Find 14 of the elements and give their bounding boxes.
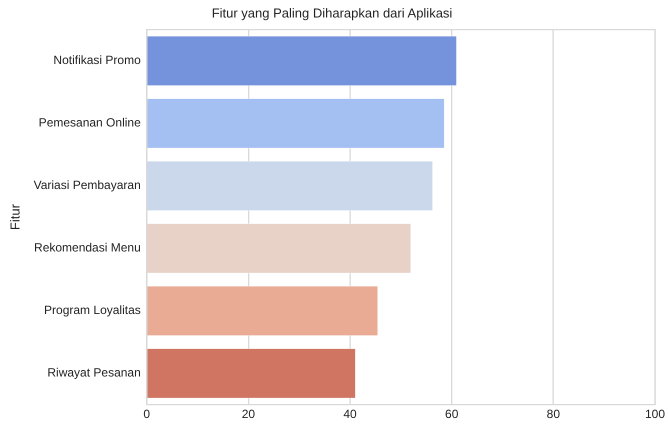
y-tick-label: Program Loyalitas (44, 303, 141, 318)
y-tick-label: Rekomendasi Menu (34, 240, 141, 255)
x-tick-label: 80 (546, 407, 560, 422)
x-tick-label: 100 (644, 407, 666, 422)
x-tick-label: 0 (143, 407, 150, 422)
x-tick-label: 20 (242, 407, 256, 422)
y-tick-label: Notifikasi Promo (53, 53, 142, 68)
x-tick-label: 60 (445, 407, 459, 422)
chart-title: Fitur yang Paling Diharapkan dari Aplikasi (212, 5, 452, 20)
y-tick-label: Variasi Pembayaran (34, 178, 141, 192)
y-tick-label: Pemesanan Online (38, 116, 142, 130)
x-tick-label: 40 (343, 407, 358, 422)
y-axis-title: Fitur (7, 203, 22, 230)
y-tick-label: Riwayat Pesanan (47, 366, 141, 380)
